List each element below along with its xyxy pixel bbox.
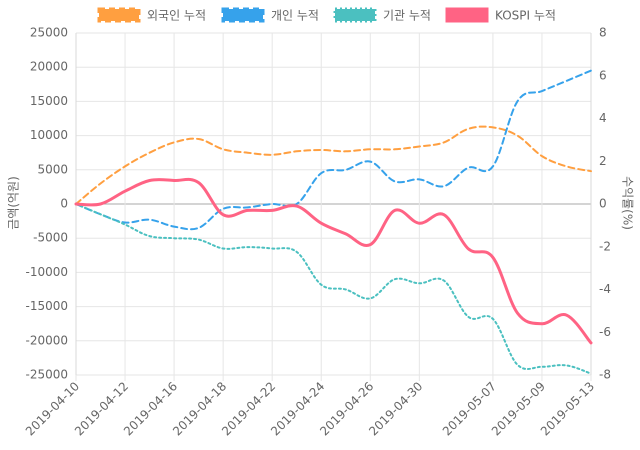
left-axis-title: 금액(억원) bbox=[7, 176, 21, 230]
legend-swatch bbox=[97, 7, 141, 23]
chart-grid bbox=[75, 32, 592, 381]
right-tick-label: 4 bbox=[599, 111, 607, 125]
left-axis-ticks: 25000 20000 15000 10000 5000 0 -5000 -10000 -150… bbox=[25, 26, 68, 382]
right-tick-label: -2 bbox=[599, 239, 611, 253]
left-tick-label: 5000 bbox=[37, 162, 68, 176]
right-tick-label: -8 bbox=[599, 368, 611, 382]
legend-label: 개인 누적 bbox=[271, 9, 319, 23]
chart-series bbox=[74, 69, 593, 375]
legend-label: KOSPI 누적 bbox=[495, 9, 556, 23]
chart-legend: 외국인 누적 개인 누적 기관 누적 KOSPI 누적 bbox=[97, 7, 556, 23]
legend-swatch bbox=[221, 7, 265, 23]
x-axis-ticks: 2019-04-102019-04-122019-04-162019-04-18… bbox=[23, 379, 597, 438]
left-tick-label: -20000 bbox=[25, 333, 68, 347]
left-tick-label: 15000 bbox=[30, 94, 68, 108]
series-line-0 bbox=[75, 125, 592, 205]
right-axis-title: 수익률(%) bbox=[621, 176, 635, 230]
legend-label: 외국인 누적 bbox=[147, 9, 206, 23]
left-tick-label: -15000 bbox=[25, 299, 68, 313]
series-line-3 bbox=[74, 177, 593, 345]
series-line-2 bbox=[75, 203, 592, 375]
legend-item[interactable]: KOSPI 누적 bbox=[445, 7, 556, 23]
legend-label: 기관 누적 bbox=[383, 9, 431, 23]
right-tick-label: 8 bbox=[599, 26, 607, 40]
left-tick-label: 20000 bbox=[30, 60, 68, 74]
left-tick-label: 10000 bbox=[30, 128, 68, 142]
left-tick-label: -25000 bbox=[25, 368, 68, 382]
left-tick-label: -5000 bbox=[33, 231, 68, 245]
right-tick-label: -6 bbox=[599, 325, 611, 339]
legend-swatch bbox=[445, 7, 489, 23]
legend-item[interactable]: 기관 누적 bbox=[333, 7, 431, 23]
left-tick-label: 0 bbox=[60, 197, 68, 211]
right-tick-label: -4 bbox=[599, 282, 611, 296]
left-tick-label: -10000 bbox=[25, 265, 68, 279]
right-axis-ticks: 8 6 4 2 0 -2 -4 -6 -8 bbox=[599, 26, 611, 382]
right-tick-label: 2 bbox=[599, 154, 607, 168]
legend-item[interactable]: 개인 누적 bbox=[221, 7, 319, 23]
right-tick-label: 6 bbox=[599, 68, 607, 82]
legend-item[interactable]: 외국인 누적 bbox=[97, 7, 206, 23]
legend-swatch bbox=[333, 7, 377, 23]
series-line-1 bbox=[75, 69, 592, 231]
right-tick-label: 0 bbox=[599, 197, 607, 211]
left-tick-label: 25000 bbox=[30, 26, 68, 40]
